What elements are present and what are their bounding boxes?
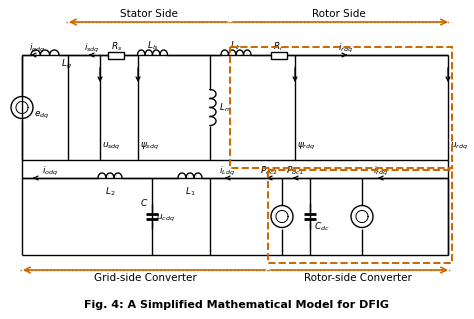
Text: $\psi_{sdq}$: $\psi_{sdq}$ <box>140 141 159 152</box>
Text: Grid-side Converter: Grid-side Converter <box>94 273 196 283</box>
Text: $P_{dc2}$: $P_{dc2}$ <box>260 165 278 177</box>
Text: $L_m$: $L_m$ <box>219 101 232 114</box>
Text: $i_{Ldq}$: $i_{Ldq}$ <box>219 165 235 178</box>
Text: Rotor-side Converter: Rotor-side Converter <box>304 273 412 283</box>
Text: Fig. 4: A Simplified Mathematical Model for DFIG: Fig. 4: A Simplified Mathematical Model … <box>84 300 390 310</box>
Text: $R_r$: $R_r$ <box>273 41 284 53</box>
Text: $u_{rdq}$: $u_{rdq}$ <box>450 141 468 152</box>
Text: $i_{odq}$: $i_{odq}$ <box>42 165 58 178</box>
Text: $u_{cdq}$: $u_{cdq}$ <box>156 213 175 224</box>
Bar <box>230 47 452 168</box>
Text: $i_{rdq}$: $i_{rdq}$ <box>337 41 353 55</box>
Text: $L_1$: $L_1$ <box>185 185 195 197</box>
Bar <box>271 51 287 58</box>
Text: $L_g$: $L_g$ <box>61 58 72 71</box>
Text: $u_{sdq}$: $u_{sdq}$ <box>102 141 121 152</box>
Text: $L_2$: $L_2$ <box>105 185 115 197</box>
Text: $C$: $C$ <box>140 197 148 208</box>
Text: $i_{rdq}$: $i_{rdq}$ <box>373 165 387 178</box>
Bar <box>268 170 452 263</box>
Text: Stator Side: Stator Side <box>120 9 178 19</box>
Text: $L_{ls}$: $L_{ls}$ <box>146 40 158 52</box>
Text: $P_{dc1}$: $P_{dc1}$ <box>286 165 304 177</box>
Text: $e_{dq}$: $e_{dq}$ <box>34 110 49 121</box>
Text: $\psi_{rdq}$: $\psi_{rdq}$ <box>297 141 315 152</box>
Bar <box>109 51 125 58</box>
Text: $L_{lr}$: $L_{lr}$ <box>230 40 242 52</box>
Text: Rotor Side: Rotor Side <box>312 9 366 19</box>
Text: $C_{dc}$: $C_{dc}$ <box>314 220 330 233</box>
Text: $i_{gdq}$: $i_{gdq}$ <box>29 41 45 55</box>
Text: $R_s$: $R_s$ <box>111 41 122 53</box>
Text: $i_{sdq}$: $i_{sdq}$ <box>84 41 100 55</box>
